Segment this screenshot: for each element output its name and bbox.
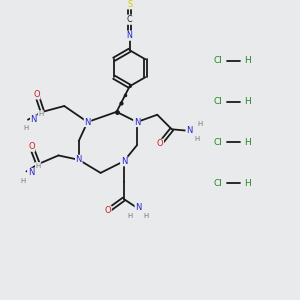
Text: S: S bbox=[127, 0, 132, 9]
Text: N: N bbox=[135, 203, 142, 212]
Text: H: H bbox=[244, 178, 251, 188]
Text: Cl: Cl bbox=[214, 97, 223, 106]
Text: Cl: Cl bbox=[214, 56, 223, 65]
Text: H: H bbox=[244, 56, 251, 65]
Text: H: H bbox=[35, 163, 41, 169]
Text: C: C bbox=[127, 15, 133, 24]
Text: H: H bbox=[194, 136, 199, 142]
Text: N: N bbox=[31, 115, 37, 124]
Text: N: N bbox=[186, 126, 192, 135]
Text: N: N bbox=[134, 118, 140, 127]
Text: Cl: Cl bbox=[214, 138, 223, 147]
Text: H: H bbox=[244, 97, 251, 106]
Text: N: N bbox=[121, 157, 127, 166]
Text: N: N bbox=[84, 118, 91, 127]
Text: H: H bbox=[198, 121, 203, 127]
Text: N: N bbox=[76, 155, 82, 164]
Text: O: O bbox=[33, 90, 40, 99]
Text: O: O bbox=[28, 142, 35, 151]
Text: Cl: Cl bbox=[214, 178, 223, 188]
Text: H: H bbox=[38, 111, 43, 117]
Text: H: H bbox=[20, 178, 26, 184]
Text: O: O bbox=[157, 139, 164, 148]
Text: N: N bbox=[28, 168, 34, 177]
Text: O: O bbox=[104, 206, 111, 215]
Text: H: H bbox=[127, 213, 132, 219]
Text: H: H bbox=[144, 213, 149, 219]
Text: H: H bbox=[24, 125, 29, 131]
Text: N: N bbox=[127, 31, 133, 40]
Text: H: H bbox=[244, 138, 251, 147]
